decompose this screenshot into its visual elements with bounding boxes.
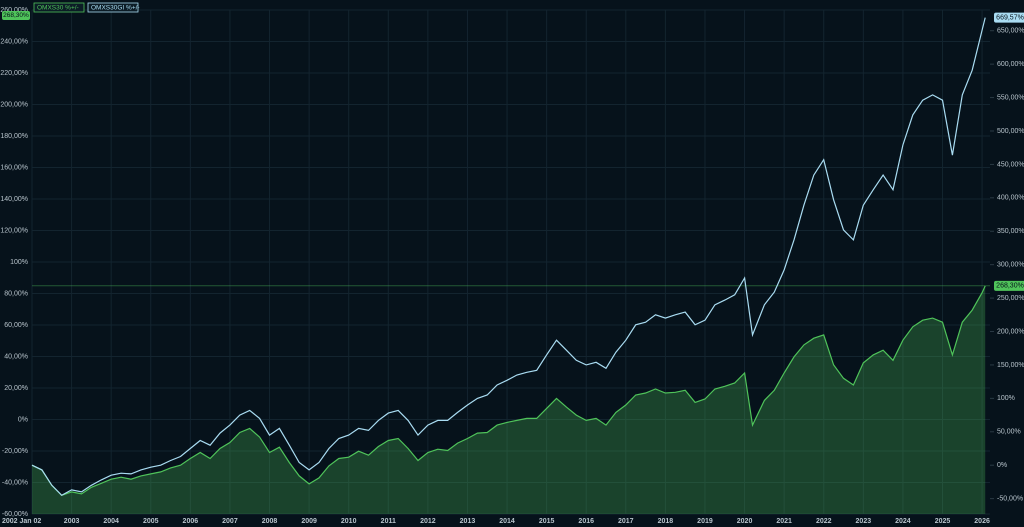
y-tick-label: 20,00%: [4, 385, 28, 392]
x-tick-label: 2016: [578, 518, 594, 525]
x-tick-label: 2023: [856, 518, 872, 525]
x-tick-label: 2022: [816, 518, 832, 525]
y-tick-label: -20,00%: [2, 448, 28, 455]
x-tick-label: 2025: [935, 518, 951, 525]
x-tick-label: 2011: [381, 518, 396, 525]
y2-tick-label: 200,00%: [997, 328, 1024, 335]
x-tick-label: 2020: [737, 518, 753, 525]
x-tick-label: 2010: [341, 518, 357, 525]
value-badge: [994, 280, 1024, 291]
y2-tick-label: 150,00%: [997, 362, 1024, 369]
x-tick-label: 2009: [301, 518, 317, 525]
value-badge: [2, 11, 30, 20]
x-tick-label: 2008: [262, 518, 278, 525]
y-tick-label: 0%: [18, 416, 28, 423]
legend-item: OMXS30GI %+/-: [87, 2, 140, 13]
x-tick-label: 2006: [183, 518, 199, 525]
x-tick-label: 2012: [420, 518, 436, 525]
x-tick-label: 2024: [895, 518, 911, 525]
x-tick-label: 2021: [776, 518, 792, 525]
x-tick-label: 2026: [974, 518, 990, 525]
x-tick-label: 2013: [460, 518, 476, 525]
series-area: [32, 285, 986, 514]
y-tick-label: 120,00%: [0, 227, 28, 234]
x-tick-label: 2007: [222, 518, 238, 525]
y2-tick-label: 400,00%: [997, 195, 1024, 202]
value-badge-label: 669,57%: [996, 14, 1024, 21]
x-tick-label: 2014: [499, 518, 515, 525]
y-tick-label: -40,00%: [2, 479, 28, 486]
x-tick-label: 2003: [64, 518, 80, 525]
y2-tick-label: -50,00%: [997, 495, 1023, 502]
series-line: [31, 285, 986, 496]
y2-tick-label: 350,00%: [997, 228, 1024, 235]
y2-tick-label: 650,00%: [997, 28, 1024, 35]
y2-tick-label: 600,00%: [997, 61, 1024, 68]
y2-tick-label: 500,00%: [997, 128, 1024, 135]
y2-tick-label: 100%: [997, 395, 1015, 402]
y-tick-label: 160,00%: [0, 164, 28, 171]
y-tick-label: 80,00%: [4, 290, 28, 297]
value-badge-label: 268,30%: [3, 12, 29, 19]
value-badge: [994, 12, 1024, 23]
y2-tick-label: 0%: [997, 462, 1007, 469]
y2-tick-label: 300,00%: [997, 262, 1024, 269]
y-tick-label: 220,00%: [0, 70, 28, 77]
x-tick-label: 2017: [618, 518, 634, 525]
legend-label: OMXS30GI %+/-: [91, 5, 140, 12]
series-line: [31, 17, 986, 497]
legend-label: OMXS30 %+/-: [37, 5, 79, 12]
y-tick-label: 140,00%: [0, 196, 28, 203]
y2-tick-label: 450,00%: [997, 161, 1024, 168]
x-tick-label: 2005: [143, 518, 159, 525]
y-tick-label: 260,00%: [0, 7, 28, 14]
legend-item: OMXS30 %+/-: [33, 2, 85, 13]
y2-tick-label: 250,00%: [997, 295, 1024, 302]
x-tick-label: 2018: [658, 518, 674, 525]
x-tick-label: 2015: [539, 518, 555, 525]
y-tick-label: 240,00%: [0, 38, 28, 45]
value-badge-label: 268,30%: [996, 283, 1024, 290]
x-tick-label: 2002 Jan 02: [2, 518, 41, 525]
y2-tick-label: 550,00%: [997, 94, 1024, 101]
y-tick-label: 60,00%: [4, 322, 28, 329]
y-tick-label: 180,00%: [0, 133, 28, 140]
y-tick-label: -60,00%: [2, 511, 28, 518]
legend-swatch: [87, 2, 139, 13]
legend-swatch: [33, 2, 85, 13]
y2-tick-label: 50,00%: [997, 429, 1021, 436]
x-tick-label: 2019: [697, 518, 713, 525]
y-tick-label: 100%: [10, 259, 28, 266]
y-tick-label: 200,00%: [0, 101, 28, 108]
y-tick-label: 40,00%: [4, 353, 28, 360]
x-tick-label: 2004: [103, 518, 119, 525]
